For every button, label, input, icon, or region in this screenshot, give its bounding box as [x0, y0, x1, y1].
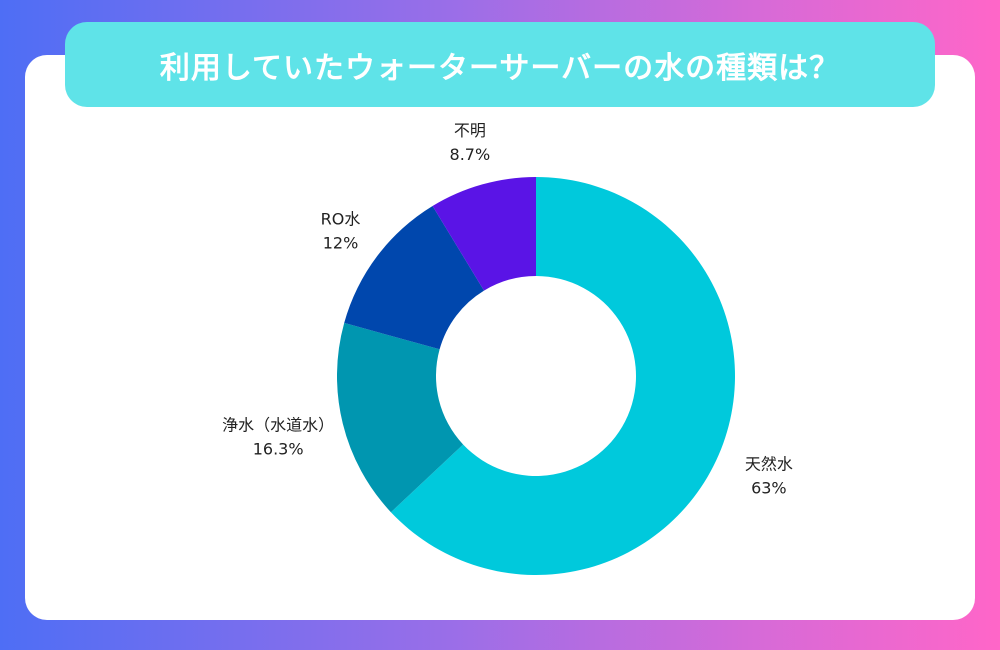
donut-slice: [432, 177, 536, 291]
donut-slice: [344, 205, 485, 350]
donut-slice: [337, 322, 464, 513]
slice-label: 浄水（水道水） 16.3%: [222, 416, 334, 459]
slice-percentage: 16.3%: [253, 440, 304, 459]
slice-label: RO水 12%: [321, 209, 361, 252]
slice-percentage: 12%: [323, 233, 359, 252]
title-banner: 利用していたウォーターサーバーの水の種類は？: [65, 22, 935, 107]
slice-name: 天然水: [745, 454, 793, 473]
slice-label: 天然水 63%: [745, 454, 793, 497]
donut-slice: [390, 177, 736, 575]
slice-percentage: 8.7%: [450, 145, 491, 164]
slice-percentage: 63%: [751, 478, 787, 497]
slice-label: 不明 8.7%: [450, 121, 491, 164]
slice-name: 不明: [454, 121, 486, 140]
slice-name: 浄水（水道水）: [222, 416, 334, 435]
chart-title: 利用していたウォーターサーバーの水の種類は？: [159, 50, 841, 86]
slice-name: RO水: [321, 209, 361, 228]
